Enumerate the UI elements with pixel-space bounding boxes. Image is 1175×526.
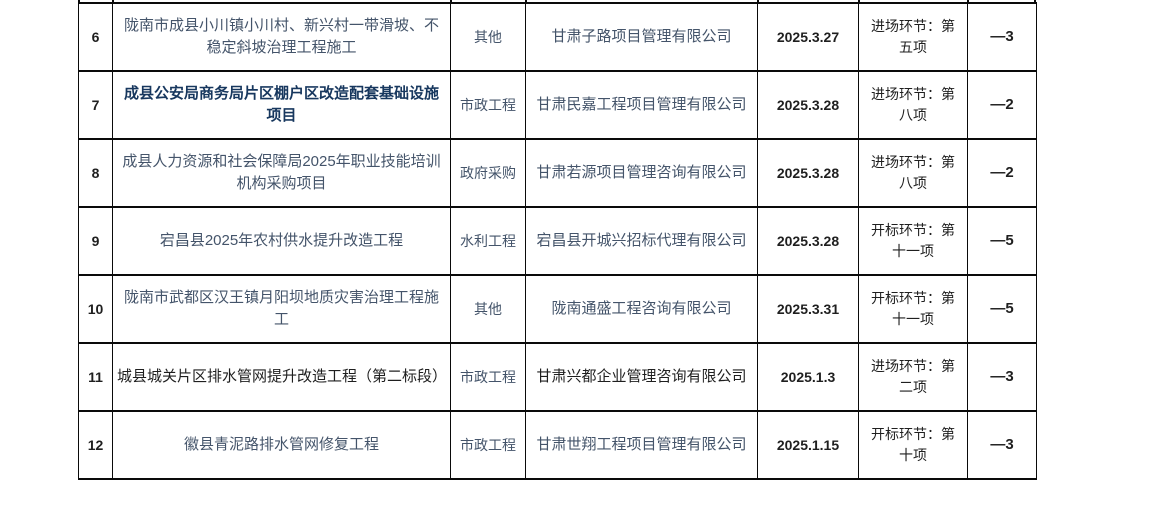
cell-category: 其他 [450,2,526,72]
table-row: 6 陇南市成县小川镇小川村、新兴村一带滑坡、不稳定斜坡治理工程施工 其他 甘肃子… [78,2,1037,72]
agency-name-text: 甘肃世翔工程项目管理有限公司 [536,435,747,453]
cell-row-number: 6 [78,2,113,72]
project-name-text: 成县人力资源和社会保障局2025年职业技能培训机构采购项目 [122,152,441,193]
project-name-text: 宕昌县2025年农村供水提升改造工程 [159,231,404,249]
cell-value: —3 [967,410,1037,480]
project-name-text: 陇南市成县小川镇小川村、新兴村一带滑坡、不稳定斜坡治理工程施工 [123,16,439,57]
cell-stage: 开标环节：第十项 [858,410,968,480]
cell-date: 2025.1.15 [757,410,859,480]
cell-date: 2025.3.27 [757,2,859,72]
project-table-container: 6 陇南市成县小川镇小川村、新兴村一带滑坡、不稳定斜坡治理工程施工 其他 甘肃子… [78,2,1037,480]
cell-stage: 进场环节：第八项 [858,138,968,208]
cell-date: 2025.3.28 [757,138,859,208]
cell-date: 2025.3.28 [757,206,859,276]
cutoff-row-border-stubs [78,0,1036,3]
cell-project-name: 成县公安局商务局片区棚户区改造配套基础设施项目 [112,70,451,140]
cell-agency: 甘肃兴都企业管理咨询有限公司 [525,342,758,412]
cell-stage: 开标环节：第十一项 [858,274,968,344]
cell-project-name: 陇南市成县小川镇小川村、新兴村一带滑坡、不稳定斜坡治理工程施工 [112,2,451,72]
cell-agency: 陇南通盛工程咨询有限公司 [525,274,758,344]
cell-category: 市政工程 [450,410,526,480]
project-name-text: 成县公安局商务局片区棚户区改造配套基础设施项目 [123,84,439,125]
cell-agency: 甘肃子路项目管理有限公司 [525,2,758,72]
cell-row-number: 12 [78,410,113,480]
cell-date: 2025.3.28 [757,70,859,140]
cell-project-name: 宕昌县2025年农村供水提升改造工程 [112,206,451,276]
table-body: 6 陇南市成县小川镇小川村、新兴村一带滑坡、不稳定斜坡治理工程施工 其他 甘肃子… [78,2,1037,480]
cell-date: 2025.3.31 [757,274,859,344]
cell-category: 市政工程 [450,70,526,140]
cell-row-number: 11 [78,342,113,412]
cell-date: 2025.1.3 [757,342,859,412]
cell-value: —3 [967,342,1037,412]
cell-agency: 甘肃若源项目管理咨询有限公司 [525,138,758,208]
agency-name-text: 陇南通盛工程咨询有限公司 [551,299,732,317]
cell-project-name: 徽县青泥路排水管网修复工程 [112,410,451,480]
cell-agency: 甘肃民嘉工程项目管理有限公司 [525,70,758,140]
cell-agency: 甘肃世翔工程项目管理有限公司 [525,410,758,480]
cell-row-number: 8 [78,138,113,208]
table-row: 11 城县城关片区排水管网提升改造工程（第二标段） 市政工程 甘肃兴都企业管理咨… [78,342,1037,412]
cell-stage: 进场环节：第八项 [858,70,968,140]
cell-project-name: 城县城关片区排水管网提升改造工程（第二标段） [112,342,451,412]
cell-value: —5 [967,274,1037,344]
table-row: 10 陇南市武都区汉王镇月阳坝地质灾害治理工程施工 其他 陇南通盛工程咨询有限公… [78,274,1037,344]
table-row: 9 宕昌县2025年农村供水提升改造工程 水利工程 宕昌县开城兴招标代理有限公司… [78,206,1037,276]
agency-name-text: 甘肃民嘉工程项目管理有限公司 [536,95,747,113]
agency-name-text: 宕昌县开城兴招标代理有限公司 [536,231,747,249]
cell-stage: 开标环节：第十一项 [858,206,968,276]
cell-project-name: 陇南市武都区汉王镇月阳坝地质灾害治理工程施工 [112,274,451,344]
project-name-text: 徽县青泥路排水管网修复工程 [183,435,379,453]
table-row: 8 成县人力资源和社会保障局2025年职业技能培训机构采购项目 政府采购 甘肃若… [78,138,1037,208]
cell-agency: 宕昌县开城兴招标代理有限公司 [525,206,758,276]
cell-row-number: 9 [78,206,113,276]
cell-row-number: 10 [78,274,113,344]
cell-value: —2 [967,70,1037,140]
cell-category: 其他 [450,274,526,344]
cell-value: —3 [967,2,1037,72]
table-row: 12 徽县青泥路排水管网修复工程 市政工程 甘肃世翔工程项目管理有限公司 202… [78,410,1037,480]
cell-category: 水利工程 [450,206,526,276]
cell-project-name: 成县人力资源和社会保障局2025年职业技能培训机构采购项目 [112,138,451,208]
cell-row-number: 7 [78,70,113,140]
cell-category: 市政工程 [450,342,526,412]
agency-name-text: 甘肃若源项目管理咨询有限公司 [536,163,747,181]
agency-name-text: 甘肃兴都企业管理咨询有限公司 [536,367,747,385]
cell-value: —5 [967,206,1037,276]
project-table: 6 陇南市成县小川镇小川村、新兴村一带滑坡、不稳定斜坡治理工程施工 其他 甘肃子… [78,2,1037,480]
project-name-text: 陇南市武都区汉王镇月阳坝地质灾害治理工程施工 [123,288,439,329]
table-row: 7 成县公安局商务局片区棚户区改造配套基础设施项目 市政工程 甘肃民嘉工程项目管… [78,70,1037,140]
cell-value: —2 [967,138,1037,208]
agency-name-text: 甘肃子路项目管理有限公司 [551,27,732,45]
cell-stage: 进场环节：第二项 [858,342,968,412]
cell-stage: 进场环节：第五项 [858,2,968,72]
project-name-text: 城县城关片区排水管网提升改造工程（第二标段） [117,367,448,385]
cell-category: 政府采购 [450,138,526,208]
